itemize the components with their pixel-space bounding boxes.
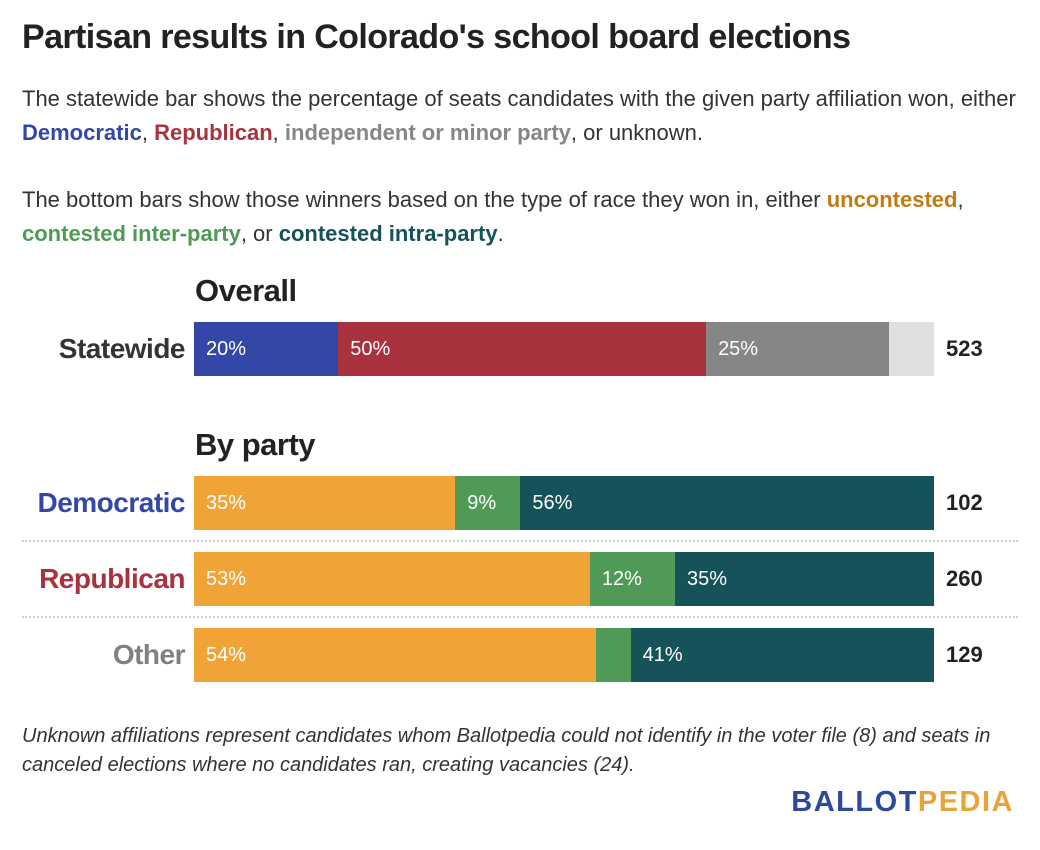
bar-democratic: 35% 9% 56% <box>194 476 934 530</box>
desc1-republican: Republican <box>154 120 273 145</box>
desc1-sep1: , <box>141 120 155 145</box>
bar-segment-uncontested: 35% <box>194 476 456 530</box>
bar-segment-uncontested: 54% <box>194 628 596 682</box>
ballotpedia-logo[interactable]: BALLOTPEDIA <box>791 786 1014 819</box>
bar-segment-contested-intra-party: 35% <box>674 552 934 606</box>
row-label-republican: Republican <box>39 563 185 594</box>
bar-republican: 53% 12% 35% <box>194 552 934 606</box>
bar-segment-contested-intra-party: 41% <box>630 628 934 682</box>
bar-segment-contested-intra-party: 56% <box>520 476 934 530</box>
bar-segment-contested-inter-party <box>595 628 631 682</box>
total-other: 129 <box>946 642 983 667</box>
bar-segment-independent-or-minor-party: 25% <box>706 322 889 376</box>
row-divider <box>22 616 1018 618</box>
desc1-independent: independent or minor party <box>284 120 571 145</box>
desc1-suffix: , or unknown. <box>570 120 703 145</box>
bar-segment-republican: 50% <box>338 322 707 376</box>
logo-part-pedia: PEDIA <box>917 786 1014 818</box>
row-label-other: Other <box>112 639 186 670</box>
total-republican: 260 <box>946 566 983 591</box>
desc2-sep2: , or <box>240 221 279 246</box>
bar-segment-unknown <box>888 322 934 376</box>
logo-part-ballot: BALLOT <box>791 786 918 818</box>
row-label-democratic: Democratic <box>37 487 185 518</box>
bar-segment-contested-inter-party: 12% <box>589 552 675 606</box>
section-title-overall: Overall <box>195 273 297 308</box>
total-statewide: 523 <box>946 336 983 361</box>
row-label-statewide: Statewide <box>58 333 186 364</box>
bar-segment-contested-inter-party: 9% <box>455 476 521 530</box>
desc1-prefix: The statewide bar shows the percentage o… <box>22 86 1016 111</box>
bar-other: 54% 41% <box>194 628 934 682</box>
desc2-sep1: , <box>957 187 964 212</box>
total-democratic: 102 <box>946 490 983 515</box>
desc2-inter-party: contested inter-party <box>22 221 241 246</box>
desc2-intra-party: contested intra-party <box>278 221 498 246</box>
desc2-uncontested: uncontested <box>826 187 958 212</box>
chart-title: Partisan results in Colorado's school bo… <box>22 18 851 56</box>
bar-statewide: 20% 50% 25% <box>194 322 934 376</box>
footnote: Unknown affiliations represent candidate… <box>22 725 991 776</box>
desc2-prefix: The bottom bars show those winners based… <box>22 187 827 212</box>
section-title-by-party: By party <box>195 427 316 462</box>
description-paragraph-1: The statewide bar shows the percentage o… <box>22 82 1022 150</box>
description-paragraph-2: The bottom bars show those winners based… <box>22 183 1022 251</box>
desc1-sep2: , <box>272 120 285 145</box>
bar-segment-democratic: 20% <box>194 322 339 376</box>
bar-segment-uncontested: 53% <box>194 552 590 606</box>
row-divider <box>22 540 1018 542</box>
desc2-suffix: . <box>497 221 504 246</box>
desc1-democratic: Democratic <box>22 120 142 145</box>
